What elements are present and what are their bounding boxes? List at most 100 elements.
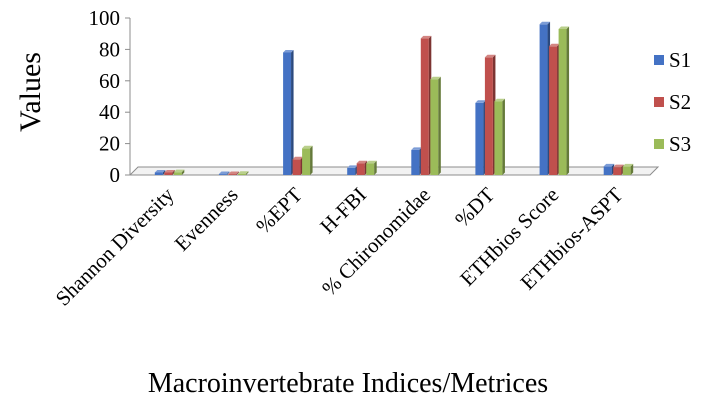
- bar: [484, 54, 496, 176]
- bar-front: [173, 172, 182, 175]
- bar-front: [356, 163, 365, 175]
- bar-top: [613, 164, 624, 168]
- bar-front: [558, 29, 567, 175]
- x-axis-label: Macroinvertebrate Indices/Metrices: [148, 368, 548, 399]
- bar-front: [420, 38, 429, 176]
- bars: [154, 21, 634, 176]
- bar-side: [438, 76, 441, 175]
- bar-top: [549, 43, 560, 47]
- bar-top: [237, 171, 249, 174]
- chart-floor-plane: [128, 166, 660, 176]
- bar-front: [228, 174, 237, 175]
- bar-front: [484, 57, 493, 176]
- y-tick-label: 80: [99, 37, 120, 61]
- chart-floor: [128, 166, 660, 176]
- bar-side: [172, 169, 175, 175]
- bar-top: [430, 76, 441, 80]
- x-tick-label: %DT: [450, 182, 499, 231]
- legend-swatch: [654, 55, 664, 65]
- bar: [549, 43, 560, 176]
- bar: [347, 165, 358, 175]
- bar-side: [162, 169, 166, 175]
- bar: [420, 35, 432, 176]
- bar-front: [292, 159, 301, 175]
- bar-front: [154, 172, 163, 175]
- bar-side: [245, 171, 249, 175]
- bar: [539, 21, 551, 176]
- legend-label: S1: [669, 48, 691, 72]
- bar-front: [539, 24, 548, 175]
- bar-top: [173, 169, 185, 173]
- bar-front: [411, 149, 420, 175]
- bar-top: [484, 54, 496, 58]
- bar-top: [356, 160, 368, 164]
- y-tick-label: 100: [89, 6, 121, 30]
- x-tick-label: Shannon Diversity: [51, 182, 179, 310]
- bar: [356, 160, 368, 175]
- bar-side: [502, 98, 505, 175]
- y-tick-label: 20: [99, 132, 120, 156]
- bar: [603, 163, 615, 175]
- bar: [283, 50, 294, 175]
- bar: [164, 169, 175, 175]
- bar-front: [302, 148, 311, 175]
- bar-top: [558, 26, 570, 29]
- legend-swatch: [654, 139, 664, 149]
- bar: [154, 169, 166, 175]
- bar-side: [181, 169, 185, 175]
- bar-front: [549, 46, 558, 175]
- bar-top: [283, 50, 294, 53]
- bar-front: [366, 163, 375, 175]
- bar-front: [164, 172, 173, 175]
- bar-front: [218, 174, 227, 175]
- y-tick-label: 40: [99, 100, 120, 124]
- bar-top: [154, 169, 166, 173]
- bar-front: [475, 102, 484, 175]
- bar-front: [347, 167, 356, 175]
- bar-top: [539, 21, 551, 25]
- bar-top: [411, 147, 422, 150]
- x-tick-label: H-FBI: [315, 183, 371, 239]
- legend-swatch: [654, 97, 664, 107]
- bar-side: [310, 145, 313, 175]
- bar-front: [494, 101, 503, 175]
- bar: [366, 160, 377, 175]
- bar: [430, 76, 441, 175]
- x-tick-label: %EPT: [251, 182, 307, 238]
- bar-side: [291, 50, 294, 175]
- bar-front: [603, 166, 612, 175]
- bar-side: [630, 163, 634, 175]
- bar-front: [237, 173, 246, 175]
- bar-front: [622, 166, 631, 175]
- bar: [228, 171, 239, 175]
- bar-front: [613, 167, 622, 175]
- bar: [173, 169, 185, 175]
- bar-top: [218, 171, 230, 175]
- x-tick-label: % Chironomidae: [317, 183, 435, 301]
- bar: [237, 171, 249, 175]
- bar-side: [226, 171, 230, 175]
- bar-top: [164, 169, 175, 173]
- bar-front: [430, 79, 439, 175]
- bar: [292, 156, 304, 175]
- legend-label: S2: [669, 90, 691, 114]
- bar-top: [475, 100, 486, 103]
- bar-top: [228, 171, 239, 175]
- bar-top: [366, 160, 377, 164]
- bar: [622, 163, 634, 175]
- bar: [494, 98, 505, 175]
- bar-front: [283, 52, 292, 175]
- bar-side: [374, 160, 377, 175]
- bar: [218, 171, 230, 175]
- bar-top: [420, 35, 432, 39]
- bar-top: [292, 156, 304, 160]
- y-axis: 0 20 40 60 80 100: [89, 6, 131, 187]
- bar: [475, 100, 486, 175]
- bar: [302, 145, 313, 175]
- bar-top: [302, 145, 313, 149]
- bar-top: [622, 163, 634, 167]
- bar-top: [603, 163, 615, 167]
- bar: [558, 26, 570, 175]
